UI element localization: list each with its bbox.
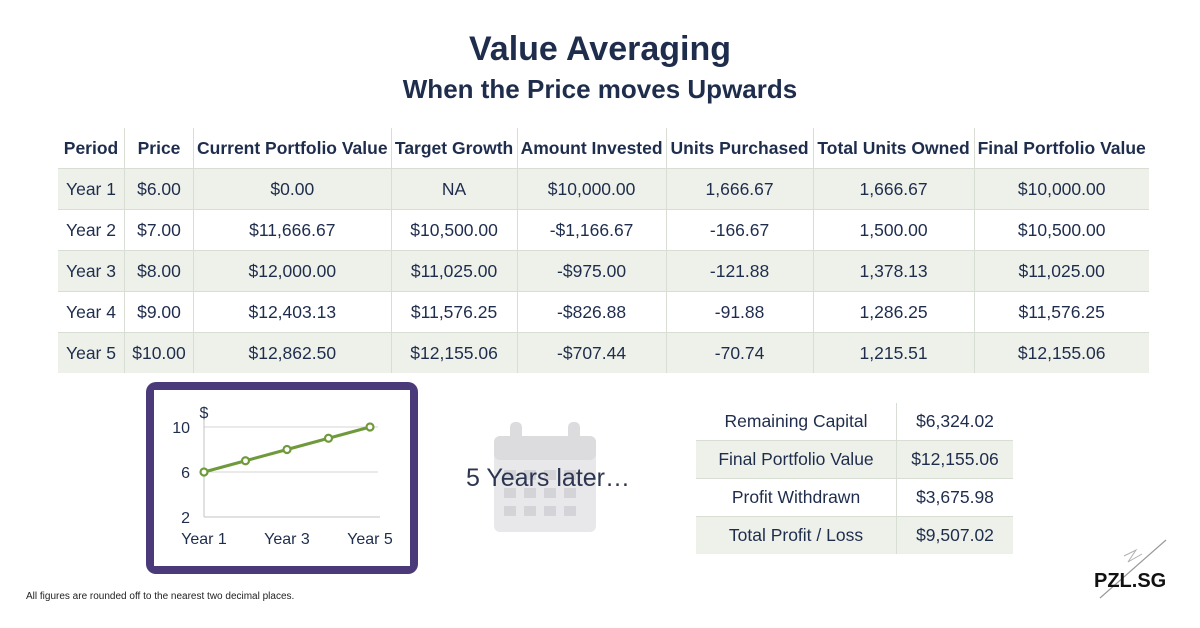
- brand-logo: PZL.SG: [1094, 570, 1167, 592]
- table-cell: -70.74: [665, 332, 814, 373]
- summary-label: Total Profit / Loss: [696, 516, 897, 554]
- table-cell: NA: [390, 168, 518, 210]
- table-cell: Year 2: [58, 209, 125, 251]
- brand-scribble-icon: [1099, 539, 1167, 599]
- page-subtitle: When the Price moves Upwards: [402, 74, 798, 104]
- five-years-later-text: 5 Years later…: [466, 464, 630, 492]
- table-cell: $12,862.50: [193, 332, 392, 373]
- table-cell: $11,025.00: [390, 250, 518, 292]
- table-cell: $11,576.25: [390, 291, 518, 333]
- table-cell: 1,666.67: [665, 168, 814, 210]
- table-cell: $10,000.00: [516, 168, 667, 210]
- table-cell: -$1,166.67: [516, 209, 667, 251]
- summary-value: $6,324.02: [896, 403, 1013, 441]
- column-header: Period: [63, 137, 119, 158]
- y-tick-label: 2: [181, 510, 190, 527]
- table-cell: $10,500.00: [390, 209, 518, 251]
- summary-value: $3,675.98: [896, 478, 1013, 517]
- column-header: Total Units Owned: [812, 128, 975, 169]
- column-header: Target Growth: [390, 128, 518, 169]
- table-cell: $10,500.00: [973, 209, 1149, 251]
- table-cell: $12,000.00: [193, 250, 392, 292]
- table-cell: -$707.44: [516, 332, 667, 373]
- summary-label: Profit Withdrawn: [696, 478, 897, 517]
- table-cell: $9.00: [124, 291, 194, 333]
- table-cell: Year 4: [58, 291, 125, 333]
- table-cell: -121.88: [665, 250, 814, 292]
- table-cell: $11,666.67: [193, 209, 392, 251]
- table-cell: Year 5: [58, 332, 125, 373]
- table-cell: -91.88: [665, 291, 814, 333]
- table-cell: 1,215.51: [812, 332, 975, 373]
- table-cell: $12,155.06: [973, 332, 1149, 373]
- summary-row: Remaining Capital $6,324.02: [696, 403, 1013, 441]
- page-title: Value Averaging: [468, 30, 732, 68]
- data-point: [199, 467, 209, 477]
- summary-row: Total Profit / Loss $9,507.02: [696, 516, 1013, 554]
- summary-row: Profit Withdrawn $3,675.98: [696, 478, 1013, 517]
- footnote: All figures are rounded off to the neare…: [26, 591, 295, 602]
- summary-value: $9,507.02: [896, 516, 1013, 554]
- table-cell: $8.00: [124, 250, 194, 292]
- price-line-chart: 2 6 10 $ Year 1 Year 3 Year 5: [172, 405, 393, 548]
- x-tick-label: Year 1: [181, 531, 227, 548]
- table-cell: $11,576.25: [973, 291, 1149, 333]
- x-tick-label: Year 3: [264, 531, 310, 548]
- table-row: Year 4 $9.00 $12,403.13 $11,576.25 -$826.88-…: [58, 291, 1149, 333]
- summary-label: Final Portfolio Value: [696, 440, 897, 479]
- table-cell: $11,025.00: [973, 250, 1149, 292]
- table-cell: 1,286.25: [812, 291, 975, 333]
- column-header: Price: [124, 128, 194, 169]
- table-cell: 1,378.13: [812, 250, 975, 292]
- table-cell: -$975.00: [516, 250, 667, 292]
- table-row: Year 5 $10.00 $12,862.50 $12,155.06 -$707.44…: [58, 332, 1149, 373]
- table-cell: $10,000.00: [973, 168, 1149, 210]
- table-cell: 1,666.67: [812, 168, 975, 210]
- table-cell: Year 1: [58, 168, 125, 210]
- column-header: Current Portfolio Value: [193, 128, 392, 169]
- summary-table: Remaining Capital $6,324.02 Final Portfoli…: [696, 403, 1013, 554]
- table-row: Year 3 $8.00 $12,000.00 $11,025.00 -$975.00-…: [58, 250, 1149, 292]
- table-header-row: Period Price Current Portfolio Value Tar…: [58, 128, 1149, 169]
- y-axis-label: $: [200, 405, 209, 422]
- table-cell: $0.00: [193, 168, 392, 210]
- summary-row: Final Portfolio Value $12,155.06: [696, 440, 1013, 479]
- summary-value: $12,155.06: [896, 440, 1013, 479]
- x-tick-label: Year 5: [347, 531, 393, 548]
- table-cell: $12,403.13: [193, 291, 392, 333]
- table-cell: -166.67: [665, 209, 814, 251]
- table-cell: -$826.88: [516, 291, 667, 333]
- column-header: Amount Invested: [516, 128, 667, 169]
- summary-label: Remaining Capital: [696, 403, 897, 441]
- chart-panel: 2 6 10 $ Year 1 Year 3 Year 5: [154, 390, 410, 566]
- y-tick-label: 6: [181, 465, 190, 482]
- table-cell: $12,155.06: [390, 332, 518, 373]
- data-point: [323, 433, 334, 443]
- column-header: Final Portfolio Value: [973, 128, 1149, 169]
- table-cell: $10.00: [124, 332, 194, 373]
- chart-frame: 2 6 10 $ Year 1 Year 3 Year 5: [146, 382, 418, 574]
- data-point: [365, 422, 375, 432]
- column-header: Units Purchased: [665, 128, 814, 169]
- table-cell: $7.00: [124, 209, 194, 251]
- y-tick-label: 10: [172, 420, 190, 437]
- data-point: [282, 444, 292, 455]
- calendar-icon: [494, 422, 596, 532]
- table-row: Year 1 $6.00 $0.00 NA $10,000.00 1,666.67 1,66…: [58, 168, 1149, 210]
- table-cell: $6.00: [124, 168, 194, 210]
- table-row: Year 2 $7.00 $11,666.67 $10,500.00 -$1,166.6…: [58, 209, 1149, 251]
- data-point: [240, 456, 251, 466]
- table-cell: Year 3: [58, 250, 125, 292]
- value-averaging-table: Period Price Current Portfolio Value Tar…: [58, 128, 1149, 373]
- table-cell: 1,500.00: [812, 209, 975, 251]
